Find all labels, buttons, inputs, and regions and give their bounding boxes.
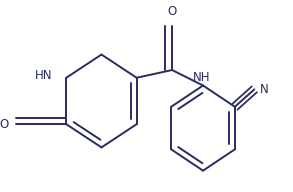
- Text: O: O: [168, 5, 177, 18]
- Text: HN: HN: [35, 69, 53, 82]
- Text: O: O: [0, 118, 8, 131]
- Text: N: N: [260, 83, 269, 96]
- Text: NH: NH: [193, 71, 211, 84]
